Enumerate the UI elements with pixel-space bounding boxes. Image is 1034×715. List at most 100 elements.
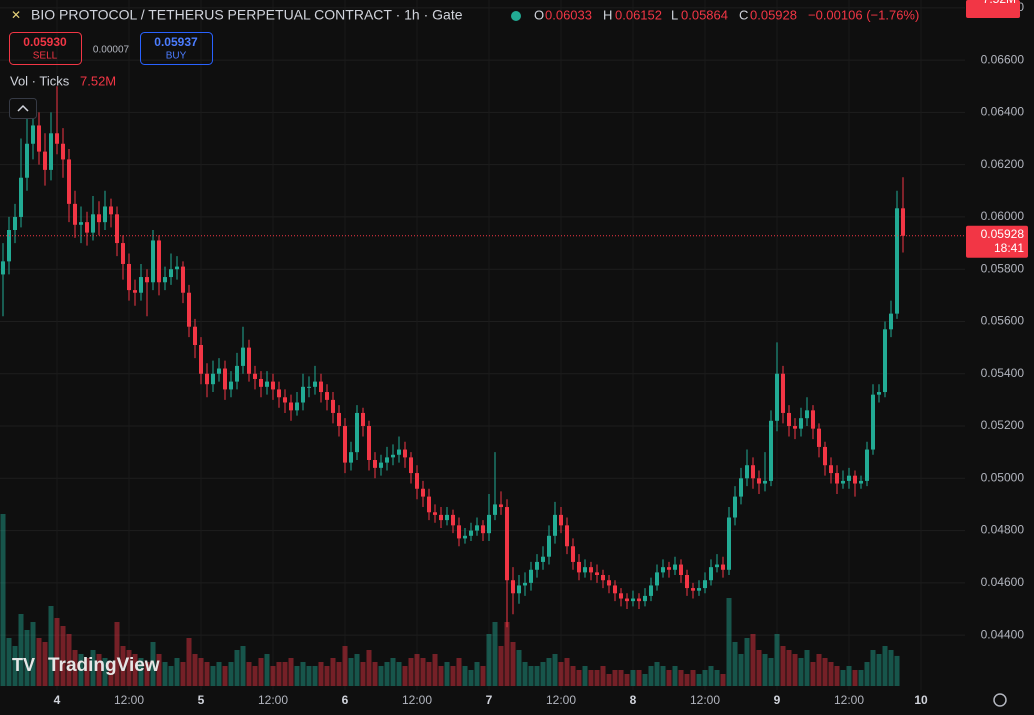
collapse-icon [17,104,29,112]
candle-body [169,269,173,278]
candle-body [397,449,401,455]
candle-body [355,412,359,453]
candle-body [103,206,107,223]
candle-body [595,572,599,575]
volume-bar [192,654,198,686]
candle-body [391,454,395,458]
candle-body [445,514,449,521]
candle-body [385,457,389,463]
volume-bar [474,662,480,686]
candle-body [331,399,335,413]
candle-body [781,373,785,413]
candle-body [451,514,455,526]
candle-body [853,475,857,484]
candle-body [211,373,215,385]
volume-bar [894,655,900,686]
volume-bar [264,654,270,686]
volume-bar [162,662,168,686]
volume-bar [450,666,456,686]
candle-body [409,457,413,474]
volume-bar [462,666,468,686]
candle-body [715,564,719,568]
candle-body [145,277,149,283]
settings-button[interactable] [993,693,1007,707]
volume-bar [234,650,240,686]
candle-body [217,368,221,374]
volume-bar [252,666,258,686]
x-tick-label: 9 [774,693,781,707]
buy-button[interactable] [140,32,213,65]
volume-bar [762,654,768,686]
volume-bar [138,658,144,686]
x-tick-label: 6 [342,693,349,707]
candle-body [685,575,689,589]
volume-bar [654,662,660,686]
candle-body [775,373,779,421]
volume-bar [702,670,708,686]
candle-body [121,243,125,264]
volume-bar [270,666,276,686]
candle-body [25,143,29,178]
y-tick-label: 0.05600 [981,314,1025,328]
change: −0.00106 (−1.76%) [808,7,919,22]
candle-body [697,588,701,591]
volume-bar [402,666,408,686]
candle-body [421,488,425,497]
candle-body [289,402,293,411]
volume-bar [366,650,372,686]
volume-bar [594,670,600,686]
brand-logo: TV [12,655,35,675]
candle-body [337,412,341,427]
volume-bar [24,630,30,686]
y-tick-label: 0.06400 [981,105,1025,119]
y-tick-label: 0.06200 [981,157,1025,171]
candle-body [829,465,833,474]
x-tick-label: 12:00 [834,693,864,707]
candle-body [637,598,641,602]
candle-body [307,386,311,388]
volume-bar [66,634,72,686]
candle-body [703,580,707,589]
candle-body [13,216,17,230]
candle-body [871,394,875,450]
volume-bar [822,658,828,686]
candle-body [85,222,89,233]
volume-bar [726,598,732,686]
volume-bar [864,662,870,686]
last-price-label: 0.05928 [981,227,1025,241]
y-tick-label: 0.05000 [981,470,1025,484]
candle-body [835,473,839,484]
volume-pane [0,514,900,686]
volume-bar [360,662,366,686]
volume-bar [624,674,630,686]
volume-bar [756,650,762,686]
candle-body [433,512,437,515]
volume-bar [816,654,822,686]
collapse-button[interactable] [9,98,37,119]
volume-bar [204,662,210,686]
volume-bar [372,662,378,686]
candle-body [199,345,203,374]
open-value: 0.06033 [545,7,592,22]
volume-bar [132,654,138,686]
countdown-label: 18:41 [994,241,1024,255]
volume-bar [72,650,78,686]
volume-bar [18,614,24,686]
volume-bar [840,670,846,686]
candle-body [553,514,557,536]
candle-body [457,525,461,539]
candle-body [883,329,887,393]
candle-body [673,564,677,570]
volume-bar [210,666,216,686]
volume-bar [684,674,690,686]
y-tick-label: 0.05800 [981,261,1025,275]
volume-bar [534,666,540,686]
volume-bar [876,654,882,686]
volume-bar [540,662,546,686]
spread: 0.00007 [93,45,130,56]
volume-bar [108,662,114,686]
sell-price: 0.05930 [23,35,67,49]
sell-button[interactable] [9,32,82,65]
volume-bar [612,670,618,686]
sell-label: SELL [33,51,58,62]
